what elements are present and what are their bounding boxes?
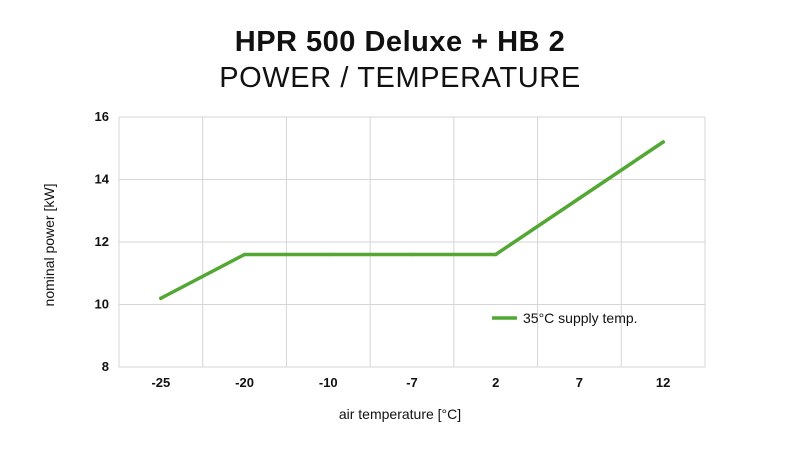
grid <box>118 116 706 368</box>
x-tick-label: 2 <box>492 375 499 390</box>
x-tick-label: -10 <box>319 375 338 390</box>
data-point <box>493 252 498 257</box>
y-tick-label: 16 <box>95 109 109 124</box>
y-tick-label: 8 <box>102 359 109 374</box>
series-line-35c <box>159 140 665 300</box>
x-tick-label: 12 <box>656 375 670 390</box>
x-tick-label: 7 <box>576 375 583 390</box>
legend: 35°C supply temp. <box>492 310 638 326</box>
y-tick-label: 10 <box>95 297 109 312</box>
x-tick-label: -20 <box>235 375 254 390</box>
data-point <box>661 140 665 144</box>
series-layer <box>159 140 665 301</box>
chart-subtitle: POWER / TEMPERATURE <box>219 62 581 94</box>
y-axis-label: nominal power [kW] <box>41 184 57 307</box>
data-point <box>242 252 247 257</box>
chart-title: HPR 500 Deluxe + HB 2 <box>234 26 566 58</box>
data-point <box>159 296 163 301</box>
x-tick-label: -7 <box>406 375 418 390</box>
y-tick-label: 14 <box>95 172 110 187</box>
x-axis-label: air temperature [°C] <box>339 406 461 422</box>
data-point <box>577 196 582 201</box>
legend-label-35c: 35°C supply temp. <box>523 310 638 326</box>
data-point <box>410 252 414 257</box>
x-tick-label: -25 <box>151 375 170 390</box>
data-point <box>326 252 331 257</box>
y-tick-label: 12 <box>95 234 109 249</box>
axis-ticks: 8 10 12 14 16 -25 -20 -10 -7 2 7 12 <box>95 109 671 390</box>
